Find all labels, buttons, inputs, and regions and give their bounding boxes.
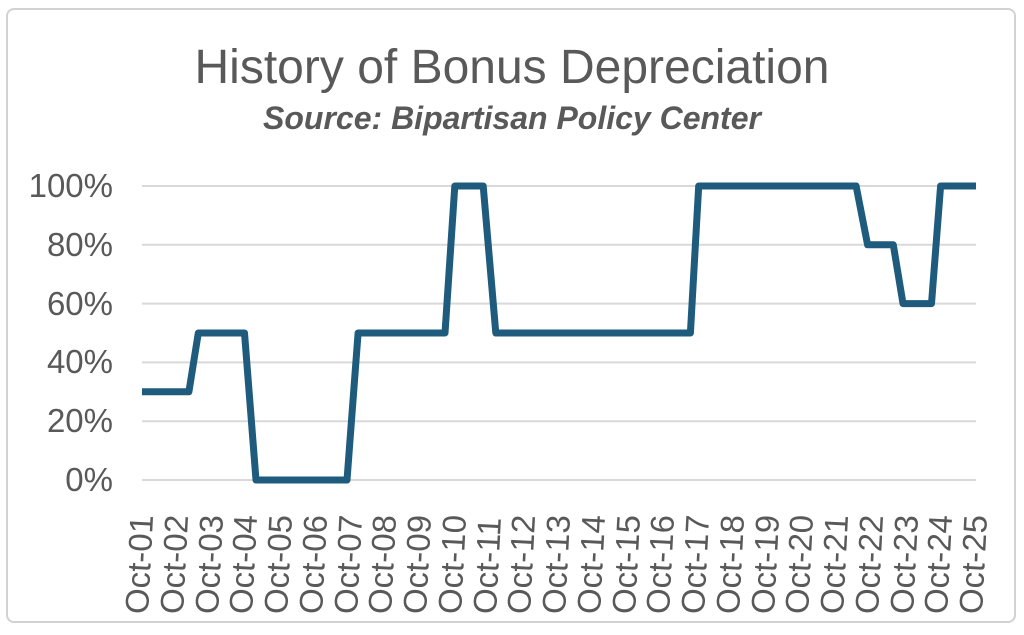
x-tick-label: Oct-17: [673, 514, 717, 615]
x-tick-label: Oct-12: [499, 514, 543, 615]
y-tick-label: 60%: [46, 285, 113, 322]
x-tick-label: Oct-20: [777, 514, 821, 615]
y-tick-label: 40%: [46, 343, 113, 380]
x-tick-label: Oct-06: [291, 514, 335, 615]
y-tick-label: 100%: [28, 167, 113, 204]
y-tick-label: 20%: [46, 402, 113, 439]
x-tick-label: Oct-08: [360, 514, 404, 615]
x-tick-label: Oct-04: [221, 514, 265, 615]
x-tick-label: Oct-05: [256, 514, 300, 615]
x-tick-label: Oct-22: [847, 514, 891, 615]
bonus-depreciation-line: [142, 182, 976, 484]
chart-subtitle: Source: Bipartisan Policy Center: [263, 100, 761, 136]
x-tick-label: Oct-21: [812, 514, 856, 615]
x-tick-label: Oct-01: [117, 514, 161, 615]
x-tick-label: Oct-18: [708, 514, 752, 615]
x-tick-label: Oct-02: [152, 514, 196, 615]
y-tick-label: 80%: [46, 226, 113, 263]
chart-title: History of Bonus Depreciation: [194, 41, 830, 94]
y-tick-label: 0%: [65, 461, 113, 498]
x-tick-label: Oct-13: [534, 514, 578, 615]
x-tick-label: Oct-16: [638, 514, 682, 615]
x-tick-label: Oct-24: [916, 514, 960, 615]
x-tick-label: Oct-14: [569, 514, 613, 615]
x-tick-label: Oct-25: [951, 514, 995, 615]
x-tick-label: Oct-09: [395, 514, 439, 615]
x-tick-label: Oct-10: [430, 514, 474, 615]
